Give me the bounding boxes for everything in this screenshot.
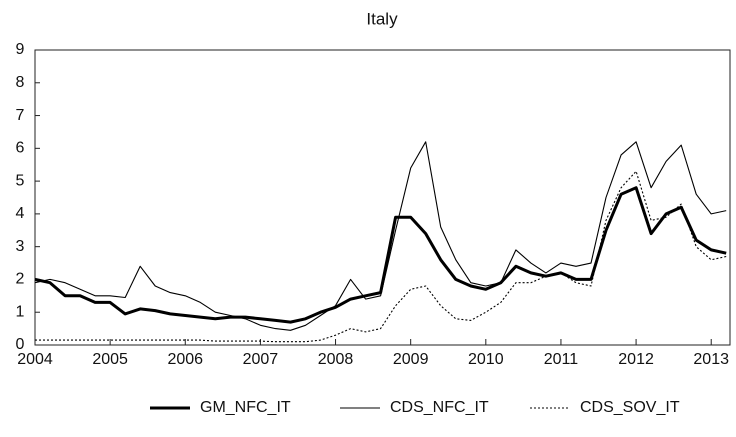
x-tick-label: 2008 [318,351,354,368]
legend-label: GM_NFC_IT [200,399,291,416]
chart-title: Italy [366,9,398,28]
y-tick-label: 3 [16,238,25,255]
x-tick-label: 2006 [167,351,203,368]
y-tick-label: 2 [16,271,25,288]
legend-label: CDS_SOV_IT [580,399,680,416]
y-tick-label: 0 [16,336,25,353]
y-tick-label: 8 [16,74,25,91]
x-tick-label: 2010 [468,351,504,368]
y-tick-label: 9 [16,41,25,58]
series-line [35,170,727,343]
x-tick-label: 2009 [393,351,429,368]
y-tick-label: 4 [16,205,25,222]
y-tick-label: 1 [16,303,25,320]
series-line [34,141,727,331]
x-tick-label: 2007 [243,351,279,368]
plot-frame [34,49,731,346]
x-tick-label: 2004 [17,351,53,368]
legend-label: CDS_NFC_IT [390,399,489,416]
x-tick-label: 2011 [544,351,579,368]
x-tick-label: 2012 [618,351,654,368]
y-tick-label: 6 [16,140,25,157]
x-tick-label: 2005 [92,351,128,368]
x-tick-label: 2013 [693,351,729,368]
y-tick-label: 7 [16,107,25,124]
series-line [34,186,727,324]
y-tick-label: 5 [16,172,25,189]
